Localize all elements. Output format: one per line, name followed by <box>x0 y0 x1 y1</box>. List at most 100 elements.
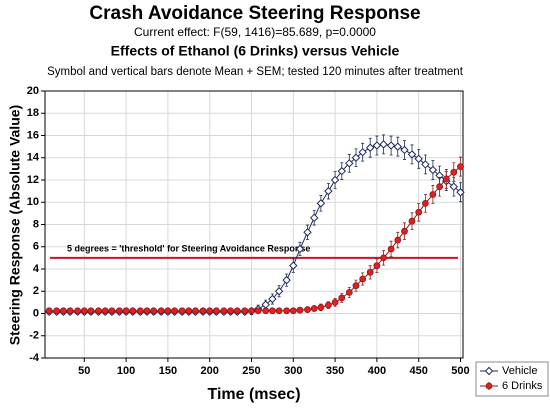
data-point <box>345 159 354 168</box>
data-point <box>296 306 304 314</box>
data-point <box>220 307 228 315</box>
y-tick-label: 0 <box>33 307 39 319</box>
x-tick-label: 500 <box>451 365 469 377</box>
data-point <box>254 307 262 315</box>
data-point <box>428 165 438 175</box>
data-point <box>275 307 283 315</box>
y-tick-label: 20 <box>27 85 39 97</box>
data-point <box>450 168 458 176</box>
data-point <box>309 213 319 223</box>
x-tick-label: 450 <box>410 365 428 377</box>
data-point <box>316 199 326 208</box>
y-axis-label: Steering Response (Absolute Value) <box>7 105 23 345</box>
legend-label: Vehicle <box>502 365 537 377</box>
data-point <box>53 307 61 315</box>
threshold-label: 5 degrees = 'threshold' for Steering Avo… <box>67 243 310 253</box>
data-point <box>372 141 382 150</box>
y-tick-label: 16 <box>27 129 39 141</box>
data-point <box>241 307 249 315</box>
data-point <box>401 227 408 235</box>
data-point <box>338 294 346 302</box>
data-point <box>358 147 367 157</box>
data-point <box>304 306 311 314</box>
chart-note: Symbol and vertical bars denote Mean + S… <box>47 66 464 78</box>
data-point <box>324 186 333 196</box>
data-point <box>407 150 417 159</box>
data-point <box>74 307 82 315</box>
y-tick-label: -2 <box>29 330 39 342</box>
data-point <box>129 307 137 315</box>
chart-subtitle: Current effect: F(59, 1416)=85.689, p=0.… <box>134 25 376 39</box>
x-tick-label: 150 <box>159 365 177 377</box>
data-point <box>331 298 339 306</box>
y-tick-label: -4 <box>29 352 40 364</box>
y-tick-label: 6 <box>33 241 39 253</box>
data-point <box>199 307 207 315</box>
data-point <box>386 141 396 150</box>
plot-frame <box>44 90 464 359</box>
data-point <box>171 307 178 315</box>
data-point <box>456 188 465 197</box>
data-point <box>359 275 367 283</box>
legend-marker <box>484 366 494 376</box>
data-point <box>283 307 291 315</box>
data-point <box>337 166 346 176</box>
data-point <box>101 307 109 315</box>
data-point <box>268 294 277 304</box>
data-point <box>206 307 214 315</box>
data-point <box>394 236 402 244</box>
y-tick-label: 4 <box>33 263 40 275</box>
data-point <box>380 254 387 262</box>
data-point <box>317 303 325 311</box>
data-point <box>45 307 53 315</box>
data-point <box>108 307 116 315</box>
x-tick-label: 300 <box>284 365 302 377</box>
data-point <box>164 307 172 315</box>
data-point <box>379 140 388 149</box>
data-point <box>136 307 144 315</box>
data-point <box>408 217 416 225</box>
data-point <box>268 307 276 315</box>
data-point <box>282 275 291 285</box>
data-point <box>373 262 381 270</box>
y-tick-label: 8 <box>33 218 39 230</box>
data-point <box>95 307 102 315</box>
data-point <box>345 288 353 296</box>
y-tick-label: 14 <box>27 152 40 164</box>
x-tick-label: 400 <box>368 365 386 377</box>
data-point <box>449 182 459 191</box>
y-tick-label: 12 <box>27 174 39 186</box>
chart-title: Crash Avoidance Steering Response <box>89 3 420 24</box>
data-point <box>310 305 318 312</box>
data-point <box>248 307 255 315</box>
y-tick-label: 2 <box>33 285 39 297</box>
chart-subtitle: Effects of Ethanol (6 Drinks) versus Veh… <box>111 43 400 59</box>
data-point <box>351 153 361 162</box>
data-point <box>421 199 429 207</box>
data-point <box>415 208 423 216</box>
data-point <box>295 244 305 254</box>
data-point <box>80 307 88 315</box>
data-point <box>442 175 450 183</box>
legend-label: 6 Drinks <box>502 380 543 392</box>
data-point <box>289 307 297 315</box>
data-point <box>365 143 375 152</box>
data-point <box>436 183 443 191</box>
data-point <box>262 307 270 315</box>
data-point <box>414 154 423 164</box>
x-tick-label: 200 <box>201 365 219 377</box>
data-point <box>227 307 234 315</box>
data-point <box>421 160 430 169</box>
data-point <box>325 301 332 309</box>
data-point <box>157 307 165 315</box>
data-point <box>457 163 464 171</box>
data-point <box>366 268 374 276</box>
y-tick-label: 18 <box>27 107 39 119</box>
data-point <box>429 191 437 198</box>
data-point <box>352 282 360 290</box>
data-point <box>87 307 95 315</box>
data-point <box>185 307 193 315</box>
data-point <box>233 307 241 315</box>
x-tick-label: 350 <box>326 365 344 377</box>
